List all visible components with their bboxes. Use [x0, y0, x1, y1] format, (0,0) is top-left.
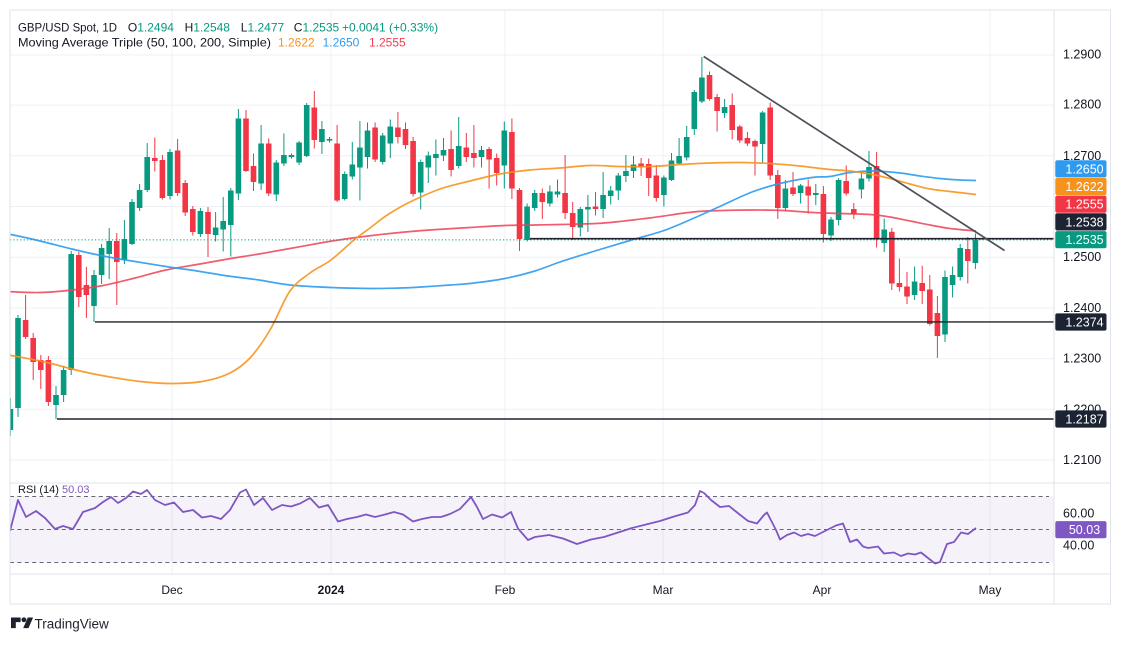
- svg-text:Apr: Apr: [813, 583, 832, 597]
- svg-text:1.2500: 1.2500: [1063, 250, 1101, 264]
- svg-text:1.2187: 1.2187: [1065, 413, 1103, 427]
- svg-text:1.2100: 1.2100: [1063, 453, 1101, 467]
- svg-text:Moving Average Triple (50, 100: Moving Average Triple (50, 100, 200, Sim…: [18, 36, 406, 50]
- svg-text:40.00: 40.00: [1063, 539, 1094, 553]
- svg-text:Dec: Dec: [161, 583, 182, 597]
- svg-text:1.2374: 1.2374: [1065, 316, 1103, 330]
- svg-text:TradingView: TradingView: [35, 616, 110, 631]
- svg-text:2024: 2024: [318, 583, 345, 597]
- svg-text:1.2538: 1.2538: [1065, 215, 1103, 229]
- svg-text:1.2900: 1.2900: [1063, 48, 1101, 62]
- svg-text:Mar: Mar: [653, 583, 674, 597]
- svg-text:60.00: 60.00: [1063, 507, 1094, 521]
- svg-text:Feb: Feb: [495, 583, 516, 597]
- svg-text:1.2622: 1.2622: [1065, 180, 1103, 194]
- svg-text:RSI (14) 50.03: RSI (14) 50.03: [18, 484, 90, 496]
- svg-text:1.2650: 1.2650: [1065, 162, 1103, 176]
- svg-text:1.2800: 1.2800: [1063, 97, 1101, 111]
- svg-text:1.2400: 1.2400: [1063, 301, 1101, 315]
- svg-text:May: May: [979, 583, 1002, 597]
- svg-text:1.2300: 1.2300: [1063, 352, 1101, 366]
- svg-text:1.2555: 1.2555: [1065, 198, 1103, 212]
- svg-text:1.2535: 1.2535: [1065, 233, 1103, 247]
- svg-text:50.03: 50.03: [1069, 523, 1100, 537]
- svg-text:1.2700: 1.2700: [1063, 149, 1101, 163]
